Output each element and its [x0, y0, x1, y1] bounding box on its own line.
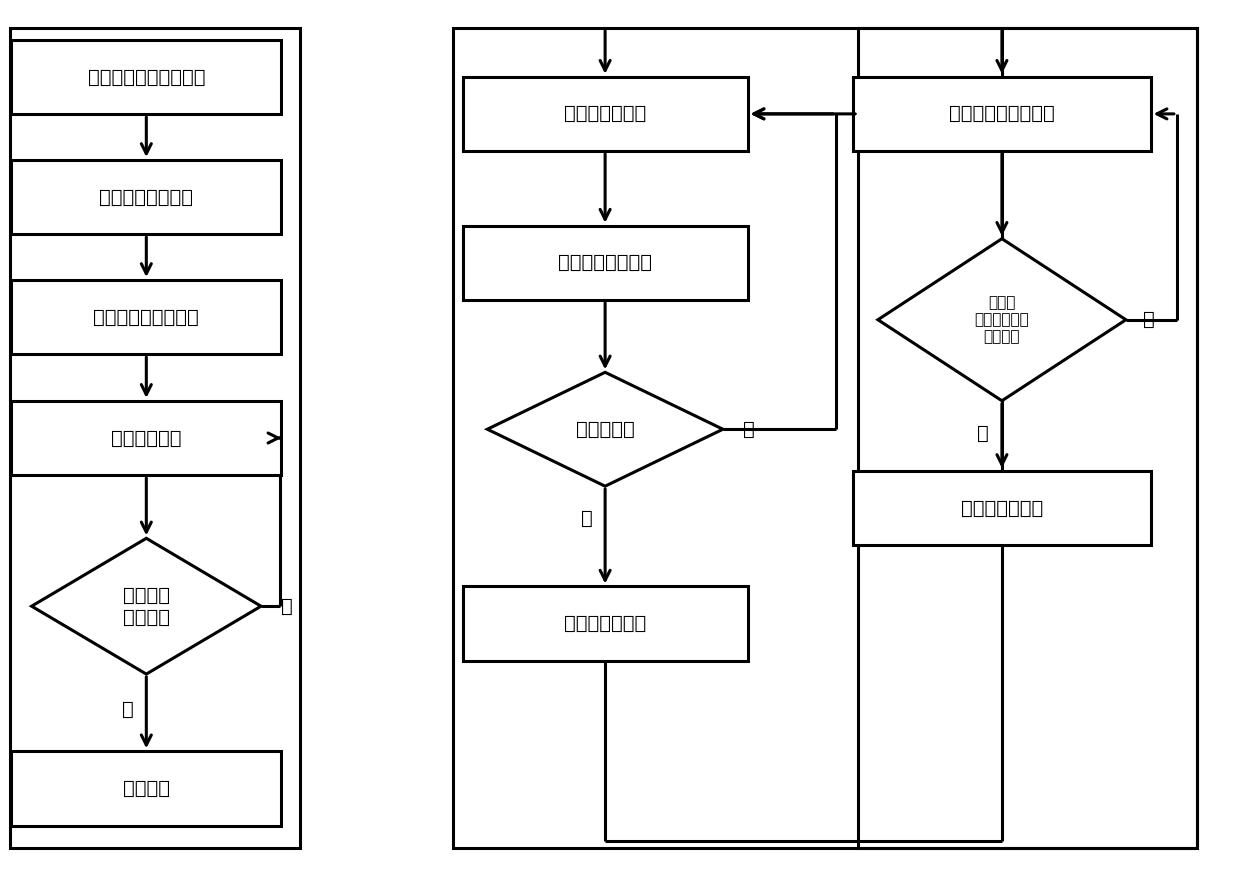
Text: 向协调器发送数据: 向协调器发送数据	[558, 253, 652, 272]
FancyBboxPatch shape	[463, 77, 748, 152]
Polygon shape	[31, 538, 260, 675]
FancyBboxPatch shape	[11, 159, 281, 234]
Text: 否: 否	[280, 597, 293, 616]
Text: 是: 是	[122, 701, 134, 719]
Text: 已采集十次: 已采集十次	[575, 420, 635, 439]
FancyBboxPatch shape	[11, 280, 281, 354]
Text: 是: 是	[977, 424, 990, 442]
FancyBboxPatch shape	[853, 77, 1151, 152]
FancyBboxPatch shape	[463, 226, 748, 300]
Text: 查找信道、选择网络: 查找信道、选择网络	[93, 307, 200, 327]
Text: 是: 是	[580, 509, 593, 528]
Polygon shape	[487, 372, 723, 486]
Text: 接收到
协调器发来的
采集命令: 接收到 协调器发来的 采集命令	[975, 295, 1029, 344]
FancyBboxPatch shape	[463, 587, 748, 661]
Text: 无线模块、传感器上电: 无线模块、传感器上电	[88, 67, 205, 87]
Text: 停止采集传感器数据: 停止采集传感器数据	[949, 104, 1055, 124]
FancyBboxPatch shape	[11, 39, 281, 115]
Text: 加入网络: 加入网络	[123, 779, 170, 798]
Polygon shape	[878, 238, 1126, 401]
Text: 开启传感器电源: 开启传感器电源	[961, 498, 1043, 518]
Text: 发送加入请求: 发送加入请求	[112, 428, 181, 448]
FancyBboxPatch shape	[11, 751, 281, 825]
Text: 初始化网络、外设: 初始化网络、外设	[99, 187, 193, 207]
Text: 收到加入
请求确认: 收到加入 请求确认	[123, 586, 170, 626]
Text: 否: 否	[1143, 310, 1154, 329]
Text: 读取传感器数据: 读取传感器数据	[564, 104, 646, 124]
Text: 关闭传感器电源: 关闭传感器电源	[564, 614, 646, 633]
Text: 否: 否	[743, 420, 754, 439]
FancyBboxPatch shape	[11, 401, 281, 475]
FancyBboxPatch shape	[853, 471, 1151, 545]
